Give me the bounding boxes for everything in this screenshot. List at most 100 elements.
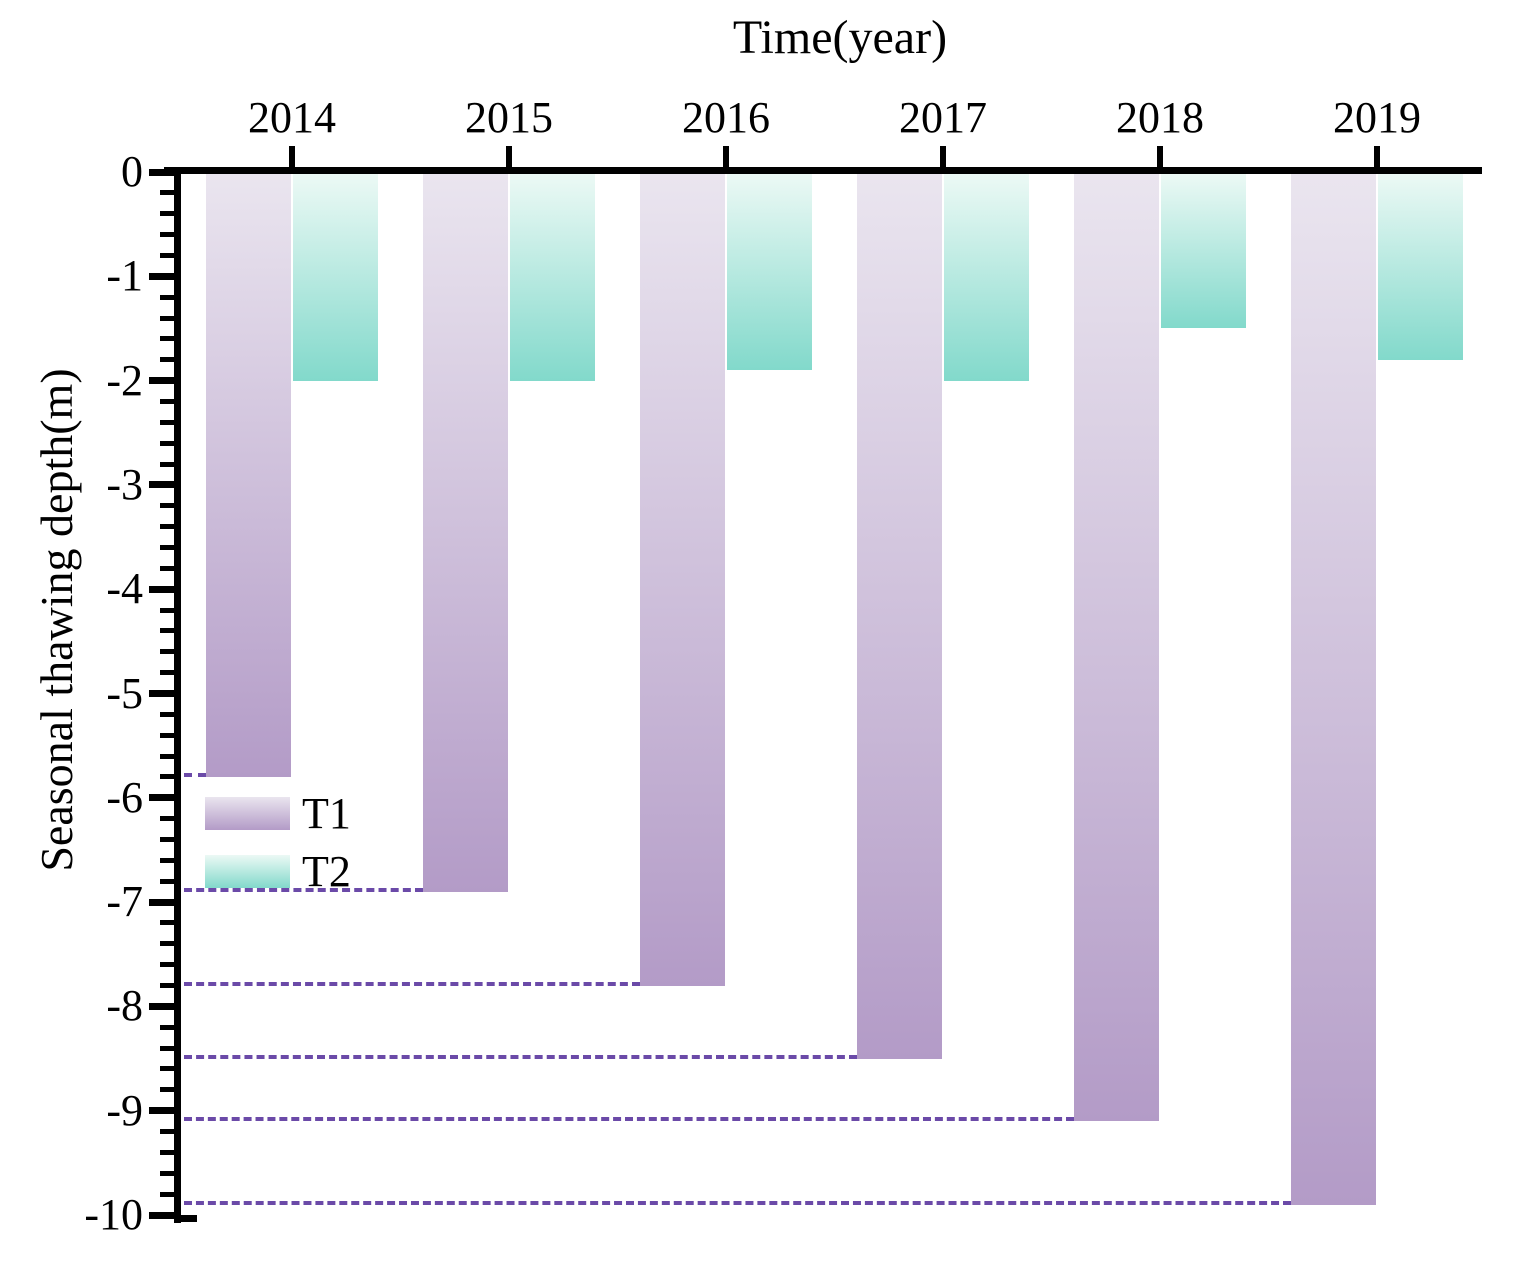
y-minor-tick <box>160 190 174 196</box>
x-tick-label: 2019 <box>1333 93 1421 142</box>
y-minor-tick <box>160 962 174 968</box>
x-tick <box>289 146 295 167</box>
y-major-tick <box>149 690 174 697</box>
legend-label-t1: T1 <box>302 789 351 838</box>
y-major-tick <box>149 898 174 906</box>
y-minor-tick <box>160 753 174 759</box>
y-tick-label: -9 <box>106 1085 143 1135</box>
t1-bar <box>206 174 291 777</box>
legend-swatch-t2 <box>205 855 290 888</box>
y-minor-tick <box>160 941 174 947</box>
y-minor-tick <box>160 711 174 717</box>
y-tick-label: -5 <box>106 668 143 718</box>
y-tick-label: 0 <box>121 147 143 196</box>
x-tick <box>1374 146 1380 167</box>
y-major-tick <box>149 168 174 176</box>
y-minor-tick <box>160 565 174 571</box>
y-tick-label: -8 <box>106 981 143 1031</box>
y-tick-label: -3 <box>106 459 143 509</box>
y-minor-tick <box>160 503 174 509</box>
y-minor-tick <box>160 357 174 363</box>
t2-bar <box>727 174 812 371</box>
x-tick-label: 2018 <box>1116 93 1204 142</box>
y-tick-label: -10 <box>84 1190 143 1239</box>
x-tick-label: 2016 <box>682 93 770 142</box>
y-axis-line <box>174 167 181 1223</box>
y-minor-tick <box>160 461 174 467</box>
y-minor-tick <box>160 1191 174 1197</box>
y-minor-tick <box>160 336 174 342</box>
y-minor-tick <box>160 1066 174 1072</box>
x-tick-label: 2015 <box>465 93 553 142</box>
y-major-tick <box>149 481 174 489</box>
x-tick <box>1157 146 1163 167</box>
y-minor-tick <box>160 419 174 425</box>
t1-bar <box>857 174 942 1059</box>
y-minor-tick <box>160 1045 174 1051</box>
x-tick-label: 2014 <box>248 93 336 142</box>
y-minor-tick <box>160 649 174 655</box>
y-tick-label: -6 <box>106 772 143 822</box>
t2-bar <box>293 174 378 381</box>
y-minor-tick <box>160 837 174 843</box>
t2-bar <box>944 174 1029 381</box>
y-minor-tick <box>160 1024 174 1030</box>
x-axis-title: Time(year) <box>732 11 948 64</box>
y-minor-tick <box>160 440 174 446</box>
y-minor-tick <box>160 878 174 884</box>
guide-line <box>184 1054 857 1059</box>
y-minor-tick <box>160 670 174 676</box>
guide-line <box>184 887 423 892</box>
y-minor-tick <box>160 294 174 300</box>
guide-line <box>184 1200 1291 1205</box>
guide-line <box>184 772 206 777</box>
y-minor-tick <box>160 774 174 780</box>
y-minor-tick <box>160 1129 174 1135</box>
x-tick <box>723 146 729 167</box>
t2-bar <box>1378 174 1463 360</box>
y-minor-tick <box>160 1170 174 1176</box>
y-major-tick <box>149 1002 174 1010</box>
y-major-tick <box>149 272 174 280</box>
y-minor-tick <box>160 983 174 989</box>
y-major-tick <box>149 1107 174 1115</box>
x-tick <box>940 146 946 167</box>
top-axis-line <box>164 167 1482 174</box>
x-tick-label: 2017 <box>899 93 987 142</box>
y-tick-label: -1 <box>106 251 143 301</box>
y-minor-tick <box>160 816 174 822</box>
y-major-tick <box>149 794 174 802</box>
t2-bar <box>1161 174 1246 329</box>
y-major-tick <box>149 1211 174 1219</box>
y-major-tick <box>149 585 174 593</box>
y-minor-tick <box>160 1087 174 1093</box>
guide-line <box>184 1117 1074 1122</box>
y-axis-bottom-foot <box>181 1215 197 1222</box>
legend-swatch-t1 <box>205 797 290 830</box>
t1-bar <box>423 174 508 892</box>
y-minor-tick <box>160 607 174 613</box>
y-minor-tick <box>160 315 174 321</box>
y-major-tick <box>149 377 174 385</box>
legend-label-t2: T2 <box>302 847 351 896</box>
y-tick-label: -2 <box>106 355 143 405</box>
y-tick-label: -7 <box>106 877 143 927</box>
y-minor-tick <box>160 398 174 404</box>
t1-bar <box>1291 174 1376 1205</box>
y-minor-tick <box>160 252 174 258</box>
y-minor-tick <box>160 524 174 530</box>
y-minor-tick <box>160 920 174 926</box>
y-minor-tick <box>160 857 174 863</box>
x-tick <box>506 146 512 167</box>
t1-bar <box>640 174 725 986</box>
y-minor-tick <box>160 211 174 217</box>
y-minor-tick <box>160 544 174 550</box>
t2-bar <box>510 174 595 381</box>
guide-line <box>184 981 640 986</box>
y-minor-tick <box>160 732 174 738</box>
y-minor-tick <box>160 628 174 634</box>
t1-bar <box>1074 174 1159 1122</box>
y-minor-tick <box>160 232 174 238</box>
y-tick-label: -4 <box>106 564 143 614</box>
